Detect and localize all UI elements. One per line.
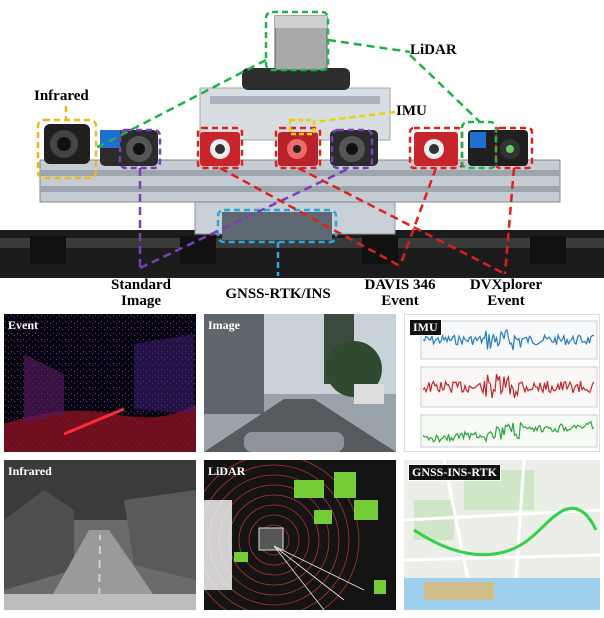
standard-image-label-line1: Standard: [110, 277, 172, 293]
image-visual: [204, 314, 396, 452]
davis-label: DAVIS 346 Event: [352, 277, 448, 309]
sensor-rig-illustration: [0, 10, 604, 278]
gnss-panel-title: GNSS-INS-RTK: [408, 464, 501, 481]
imu-label: IMU: [396, 103, 427, 119]
infrared-panel-title: Infrared: [8, 464, 52, 478]
event-panel-title: Event: [8, 318, 38, 332]
infrared-panel: Infrared: [4, 460, 196, 610]
dvxplorer-label-line2: Event: [487, 293, 525, 309]
imu-visual: [420, 320, 598, 448]
infrared-visual: [4, 460, 196, 610]
imu-panel: IMU: [404, 314, 600, 452]
gnss-label: GNSS-RTK/INS: [225, 286, 331, 302]
lidar-label: LiDAR: [410, 42, 457, 58]
dvxplorer-label-line1: DVXplorer: [469, 277, 543, 293]
lidar-device: [242, 68, 350, 90]
gnss-panel: GNSS-INS-RTK: [404, 460, 600, 610]
gnss-map-visual: [404, 460, 600, 610]
image-panel-title: Image: [208, 318, 240, 332]
davis-label-line1: DAVIS 346: [364, 277, 436, 293]
lidar-panel: LiDAR: [204, 460, 396, 610]
davis-label-line2: Event: [381, 293, 419, 309]
standard-image-label-line2: Image: [121, 293, 161, 309]
infrared-label: Infrared: [34, 88, 89, 104]
gnss-device: [222, 212, 332, 240]
lidar-visual: [204, 460, 386, 610]
image-panel: Image: [204, 314, 396, 452]
imu-panel-title: IMU: [409, 319, 442, 336]
dvxplorer-label: DVXplorer Event: [458, 277, 554, 309]
standard-image-label: Standard Image: [96, 277, 186, 309]
event-visual: [4, 314, 196, 452]
event-panel: Event: [4, 314, 196, 452]
lidar-panel-title: LiDAR: [208, 464, 246, 478]
